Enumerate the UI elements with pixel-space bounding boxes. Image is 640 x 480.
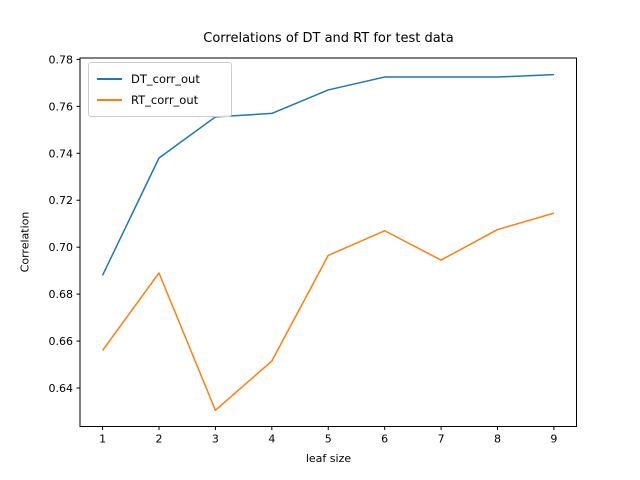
y-tick-label: 0.66: [49, 335, 74, 348]
chart-title: Correlations of DT and RT for test data: [203, 31, 454, 46]
x-axis-label: leaf size: [305, 452, 352, 465]
x-tick-label: 7: [438, 433, 445, 446]
legend-item-dt-corr-out: DT_corr_out: [95, 68, 223, 89]
legend: DT_corr_out RT_corr_out: [88, 62, 232, 117]
rt-corr-out-line-sample-icon: [97, 98, 122, 101]
x-tick-label: 5: [325, 433, 332, 446]
x-tick-label: 2: [155, 433, 162, 446]
y-tick-label: 0.76: [49, 100, 74, 113]
y-tick-label: 0.74: [49, 147, 74, 160]
legend-label-dt-corr-out: DT_corr_out: [131, 71, 200, 86]
series-line-rt_corr_out: [101, 212, 555, 412]
y-tick-label: 0.72: [49, 194, 74, 207]
legend-item-rt-corr-out: RT_corr_out: [95, 89, 223, 110]
y-tick-label: 0.68: [49, 288, 74, 301]
y-tick-label: 0.78: [49, 53, 74, 66]
x-tick-label: 9: [550, 433, 557, 446]
x-tick-label: 4: [268, 433, 275, 446]
x-tick-label: 6: [381, 433, 388, 446]
y-tick-label: 0.70: [49, 241, 74, 254]
x-tick-label: 8: [494, 433, 501, 446]
dt-corr-out-line-sample-icon: [97, 77, 122, 80]
x-tick-label: 3: [212, 433, 219, 446]
x-tick-label: 1: [99, 433, 106, 446]
y-tick-label: 0.64: [49, 382, 74, 395]
series-line-dt_corr_out: [101, 73, 554, 276]
y-axis-label: Correlation: [18, 211, 32, 273]
legend-label-rt-corr-out: RT_corr_out: [131, 92, 199, 107]
